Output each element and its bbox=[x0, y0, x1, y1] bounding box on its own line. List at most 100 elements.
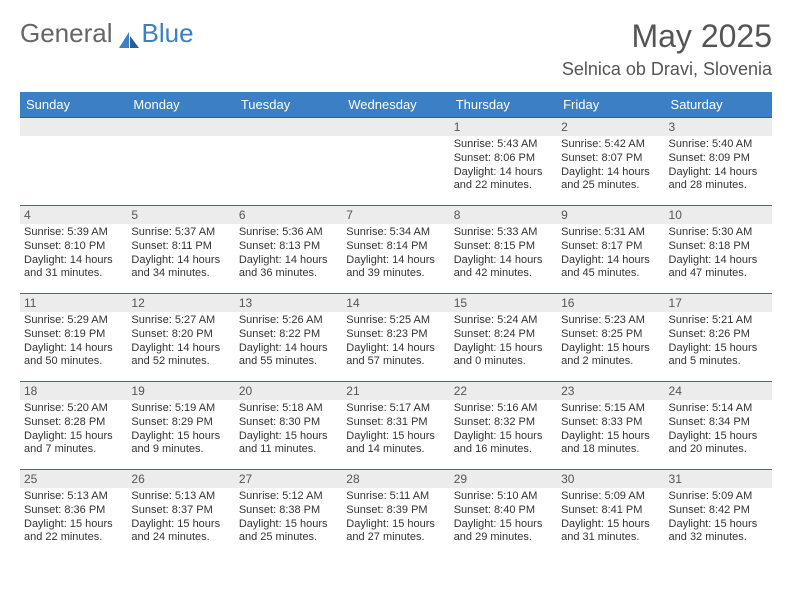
calendar-cell: 18Sunrise: 5:20 AMSunset: 8:28 PMDayligh… bbox=[20, 382, 127, 470]
day-info: Sunrise: 5:30 AMSunset: 8:18 PMDaylight:… bbox=[669, 226, 768, 281]
calendar-cell bbox=[235, 118, 342, 206]
weekday-header: Wednesday bbox=[342, 92, 449, 118]
calendar-cell: 10 Sunrise: 5:30 AMSunset: 8:18 PMDayligh… bbox=[665, 206, 772, 294]
calendar-cell: 13Sunrise: 5:26 AMSunset: 8:22 PMDayligh… bbox=[235, 294, 342, 382]
day-number: 27 bbox=[235, 470, 342, 488]
day-number: 22 bbox=[450, 382, 557, 400]
day-info: Sunrise: 5:43 AMSunset: 8:06 PMDaylight:… bbox=[454, 138, 553, 193]
day-info: Sunrise: 5:23 AMSunset: 8:25 PMDaylight:… bbox=[561, 314, 660, 369]
day-info: Sunrise: 5:17 AMSunset: 8:31 PMDaylight:… bbox=[346, 402, 445, 457]
calendar-cell: 14Sunrise: 5:25 AMSunset: 8:23 PMDayligh… bbox=[342, 294, 449, 382]
day-info: Sunrise: 5:24 AMSunset: 8:24 PMDaylight:… bbox=[454, 314, 553, 369]
day-info: Sunrise: 5:39 AMSunset: 8:10 PMDaylight:… bbox=[24, 226, 123, 281]
calendar-cell: 25 Sunrise: 5:13 AMSunset: 8:36 PMDayligh… bbox=[20, 470, 127, 558]
logo-text-1: General bbox=[20, 18, 113, 49]
day-number: 16 bbox=[557, 294, 664, 312]
day-number: 3 bbox=[665, 118, 772, 136]
day-number: 19 bbox=[127, 382, 234, 400]
day-number: 17 bbox=[665, 294, 772, 312]
calendar-cell: 24 Sunrise: 5:14 AMSunset: 8:34 PMDayligh… bbox=[665, 382, 772, 470]
weekday-header: Sunday bbox=[20, 92, 127, 118]
day-number: 31 bbox=[665, 470, 772, 488]
calendar-cell: 11 Sunrise: 5:29 AMSunset: 8:19 PMDayligh… bbox=[20, 294, 127, 382]
day-number: 23 bbox=[557, 382, 664, 400]
header: General Blue May 2025 Selnica ob Dravi, … bbox=[20, 18, 772, 80]
calendar-cell: 17Sunrise: 5:21 AMSunset: 8:26 PMDayligh… bbox=[665, 294, 772, 382]
day-number: 28 bbox=[342, 470, 449, 488]
title-block: May 2025 Selnica ob Dravi, Slovenia bbox=[562, 18, 772, 80]
month-title: May 2025 bbox=[562, 18, 772, 55]
calendar-cell: 21 Sunrise: 5:17 AMSunset: 8:31 PMDayligh… bbox=[342, 382, 449, 470]
day-number: 9 bbox=[557, 206, 664, 224]
calendar-cell: 22 Sunrise: 5:16 AMSunset: 8:32 PMDayligh… bbox=[450, 382, 557, 470]
calendar-cell: 9 Sunrise: 5:31 AMSunset: 8:17 PMDaylight… bbox=[557, 206, 664, 294]
calendar-cell: 6 Sunrise: 5:36 AMSunset: 8:13 PMDaylight… bbox=[235, 206, 342, 294]
calendar-head: SundayMondayTuesdayWednesdayThursdayFrid… bbox=[20, 92, 772, 118]
day-info: Sunrise: 5:36 AMSunset: 8:13 PMDaylight:… bbox=[239, 226, 338, 281]
weekday-header: Monday bbox=[127, 92, 234, 118]
logo-text-2: Blue bbox=[142, 18, 194, 49]
day-number: 24 bbox=[665, 382, 772, 400]
calendar-cell: 23 Sunrise: 5:15 AMSunset: 8:33 PMDayligh… bbox=[557, 382, 664, 470]
day-info: Sunrise: 5:29 AMSunset: 8:19 PMDaylight:… bbox=[24, 314, 123, 369]
day-info: Sunrise: 5:25 AMSunset: 8:23 PMDaylight:… bbox=[346, 314, 445, 369]
day-number: 1 bbox=[450, 118, 557, 136]
day-info: Sunrise: 5:16 AMSunset: 8:32 PMDaylight:… bbox=[454, 402, 553, 457]
day-number: 6 bbox=[235, 206, 342, 224]
calendar-cell: 12 Sunrise: 5:27 AMSunset: 8:20 PMDayligh… bbox=[127, 294, 234, 382]
day-info: Sunrise: 5:31 AMSunset: 8:17 PMDaylight:… bbox=[561, 226, 660, 281]
day-info: Sunrise: 5:42 AMSunset: 8:07 PMDaylight:… bbox=[561, 138, 660, 193]
calendar-cell: 8 Sunrise: 5:33 AMSunset: 8:15 PMDaylight… bbox=[450, 206, 557, 294]
calendar-cell: 20 Sunrise: 5:18 AMSunset: 8:30 PMDayligh… bbox=[235, 382, 342, 470]
calendar-cell: 28 Sunrise: 5:11 AMSunset: 8:39 PMDayligh… bbox=[342, 470, 449, 558]
calendar-cell: 27Sunrise: 5:12 AMSunset: 8:38 PMDayligh… bbox=[235, 470, 342, 558]
day-number: 30 bbox=[557, 470, 664, 488]
day-info: Sunrise: 5:26 AMSunset: 8:22 PMDaylight:… bbox=[239, 314, 338, 369]
day-number-empty bbox=[235, 118, 342, 136]
calendar-body: 1 Sunrise: 5:43 AMSunset: 8:06 PMDaylight… bbox=[20, 118, 772, 558]
day-number: 18 bbox=[20, 382, 127, 400]
day-number: 26 bbox=[127, 470, 234, 488]
day-number: 10 bbox=[665, 206, 772, 224]
day-info: Sunrise: 5:33 AMSunset: 8:15 PMDaylight:… bbox=[454, 226, 553, 281]
calendar-week: 25 Sunrise: 5:13 AMSunset: 8:36 PMDayligh… bbox=[20, 470, 772, 558]
day-number: 25 bbox=[20, 470, 127, 488]
calendar-cell: 31Sunrise: 5:09 AMSunset: 8:42 PMDayligh… bbox=[665, 470, 772, 558]
calendar-cell: 4Sunrise: 5:39 AMSunset: 8:10 PMDaylight… bbox=[20, 206, 127, 294]
weekday-header: Friday bbox=[557, 92, 664, 118]
day-number: 2 bbox=[557, 118, 664, 136]
calendar-cell bbox=[342, 118, 449, 206]
weekday-header: Thursday bbox=[450, 92, 557, 118]
day-number-empty bbox=[20, 118, 127, 136]
calendar-week: 1 Sunrise: 5:43 AMSunset: 8:06 PMDaylight… bbox=[20, 118, 772, 206]
day-info: Sunrise: 5:15 AMSunset: 8:33 PMDaylight:… bbox=[561, 402, 660, 457]
day-info: Sunrise: 5:14 AMSunset: 8:34 PMDaylight:… bbox=[669, 402, 768, 457]
day-number: 5 bbox=[127, 206, 234, 224]
day-number: 21 bbox=[342, 382, 449, 400]
calendar-cell bbox=[127, 118, 234, 206]
calendar-cell: 26Sunrise: 5:13 AMSunset: 8:37 PMDayligh… bbox=[127, 470, 234, 558]
calendar-page: General Blue May 2025 Selnica ob Dravi, … bbox=[0, 0, 792, 578]
calendar-table: SundayMondayTuesdayWednesdayThursdayFrid… bbox=[20, 92, 772, 558]
calendar-cell: 3Sunrise: 5:40 AMSunset: 8:09 PMDaylight… bbox=[665, 118, 772, 206]
day-info: Sunrise: 5:11 AMSunset: 8:39 PMDaylight:… bbox=[346, 490, 445, 545]
logo-sail-icon bbox=[118, 25, 140, 43]
day-number: 29 bbox=[450, 470, 557, 488]
day-number: 8 bbox=[450, 206, 557, 224]
day-number: 12 bbox=[127, 294, 234, 312]
calendar-week: 11 Sunrise: 5:29 AMSunset: 8:19 PMDayligh… bbox=[20, 294, 772, 382]
calendar-cell: 15Sunrise: 5:24 AMSunset: 8:24 PMDayligh… bbox=[450, 294, 557, 382]
calendar-week: 18Sunrise: 5:20 AMSunset: 8:28 PMDayligh… bbox=[20, 382, 772, 470]
day-info: Sunrise: 5:10 AMSunset: 8:40 PMDaylight:… bbox=[454, 490, 553, 545]
day-number: 11 bbox=[20, 294, 127, 312]
day-info: Sunrise: 5:13 AMSunset: 8:36 PMDaylight:… bbox=[24, 490, 123, 545]
calendar-cell: 5Sunrise: 5:37 AMSunset: 8:11 PMDaylight… bbox=[127, 206, 234, 294]
day-info: Sunrise: 5:27 AMSunset: 8:20 PMDaylight:… bbox=[131, 314, 230, 369]
day-info: Sunrise: 5:18 AMSunset: 8:30 PMDaylight:… bbox=[239, 402, 338, 457]
calendar-cell: 1 Sunrise: 5:43 AMSunset: 8:06 PMDaylight… bbox=[450, 118, 557, 206]
calendar-week: 4Sunrise: 5:39 AMSunset: 8:10 PMDaylight… bbox=[20, 206, 772, 294]
weekday-header: Tuesday bbox=[235, 92, 342, 118]
weekday-header: Saturday bbox=[665, 92, 772, 118]
calendar-cell: 16 Sunrise: 5:23 AMSunset: 8:25 PMDayligh… bbox=[557, 294, 664, 382]
day-number: 20 bbox=[235, 382, 342, 400]
